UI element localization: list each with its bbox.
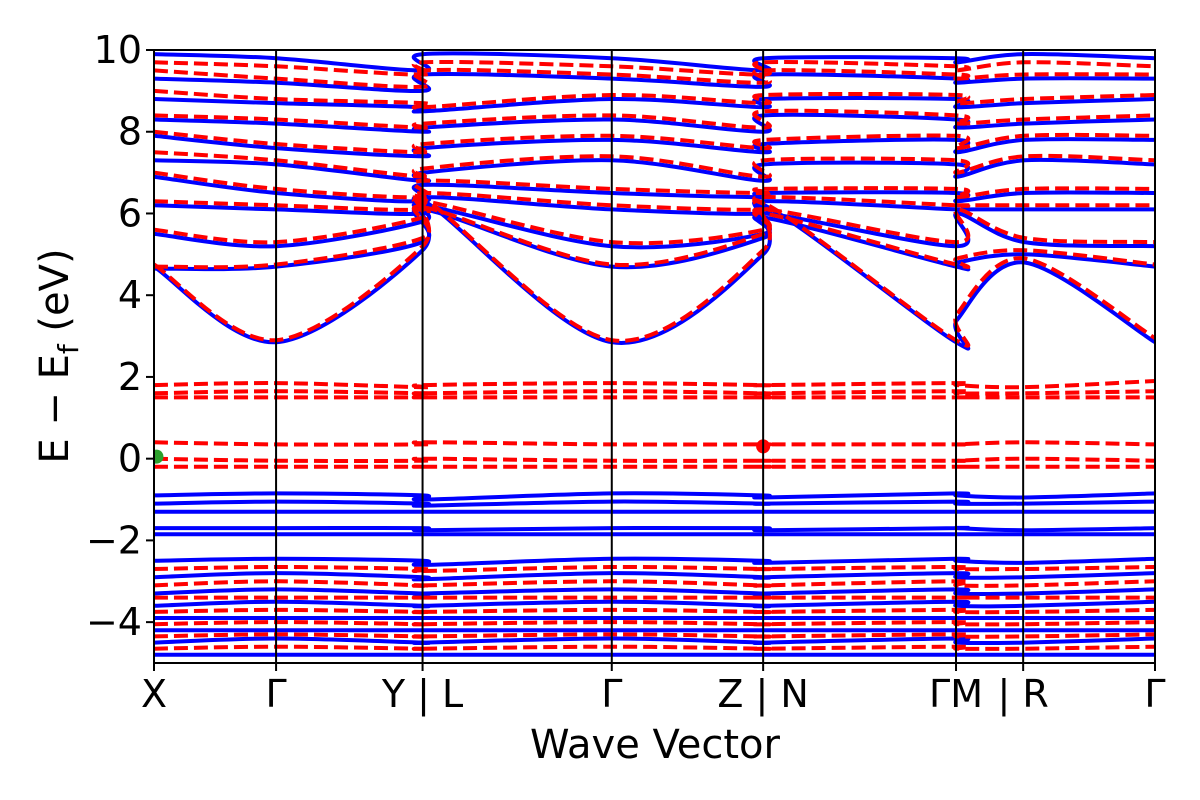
band-line: [154, 587, 1155, 597]
band-line: [154, 170, 1155, 200]
band-line: [154, 644, 1155, 651]
x-tick-label: | R: [998, 672, 1049, 717]
band-line: [154, 620, 1155, 627]
band-line: [154, 636, 1155, 646]
x-tick-label: Γ: [265, 672, 286, 716]
plot-frame: [153, 49, 1156, 664]
y-axis-title-main: E − E: [32, 354, 78, 464]
band-line: [154, 71, 1155, 94]
band-line: [154, 204, 1155, 270]
kpath-divider-lines: [275, 50, 1025, 663]
band-line: [154, 564, 1155, 574]
y-axis-title-unit: (eV): [32, 248, 78, 344]
band-line: [154, 157, 1155, 183]
y-axis-title: E − Ef (eV): [32, 248, 85, 463]
band-line: [154, 195, 1155, 351]
band-line: [154, 202, 1155, 250]
band-line: [154, 129, 1155, 155]
band-line: [154, 632, 1155, 639]
band-line: [154, 150, 1155, 179]
y-tick-label: −2: [86, 518, 142, 562]
band-line: [154, 88, 1155, 110]
y-tick-label: −4: [86, 600, 142, 644]
band-line: [154, 607, 1155, 615]
band-line: [154, 193, 1155, 348]
x-tick-label: ΓM: [929, 672, 983, 716]
band-line: [154, 133, 1155, 159]
band-line: [154, 599, 1155, 609]
x-tick-label: Y | L: [381, 672, 463, 717]
band-line: [154, 174, 1155, 204]
band-line: [154, 579, 1155, 588]
y-tick-label: 6: [118, 191, 142, 235]
band-line: [154, 190, 1155, 212]
band-line: [154, 59, 1155, 77]
x-axis-title: Wave Vector: [530, 722, 781, 768]
band-line: [154, 440, 1155, 447]
y-axis-title-sub: f: [52, 343, 85, 354]
band-line: [154, 389, 1155, 396]
band-line: [154, 108, 1155, 130]
band-line: [154, 198, 1155, 246]
x-tick-label: Γ: [601, 672, 622, 716]
band-line: [154, 525, 1155, 533]
x-tick-label: X: [141, 672, 167, 716]
y-tick-label: 0: [118, 437, 142, 481]
band-line: [154, 456, 1155, 463]
band-line: [154, 51, 1155, 73]
band-line: [154, 67, 1155, 89]
band-line: [154, 499, 1155, 508]
x-tick-label: Γ: [1144, 672, 1165, 716]
band-line: [154, 556, 1155, 567]
x-tick-label: Z | N: [717, 672, 808, 717]
band-line: [154, 207, 1155, 272]
band-line: [154, 96, 1155, 114]
y-axis-ticks: −4 −2 0 2 4 6 8 10: [86, 28, 154, 644]
y-tick-label: 4: [118, 273, 142, 317]
band-line: [154, 491, 1155, 502]
y-tick-label: 10: [94, 28, 142, 72]
y-tick-label: 2: [118, 355, 142, 399]
series-dashed: [154, 59, 1155, 651]
y-tick-label: 8: [118, 110, 142, 154]
band-line: [154, 112, 1155, 134]
band-line: [154, 571, 1155, 582]
band-marker: [154, 449, 164, 464]
x-axis-ticks: X Γ Y | L Γ Z | N ΓM | R Γ: [141, 663, 1166, 717]
series-solid: [154, 51, 1155, 657]
plot-area: [154, 51, 1155, 657]
band-line: [154, 379, 1155, 390]
